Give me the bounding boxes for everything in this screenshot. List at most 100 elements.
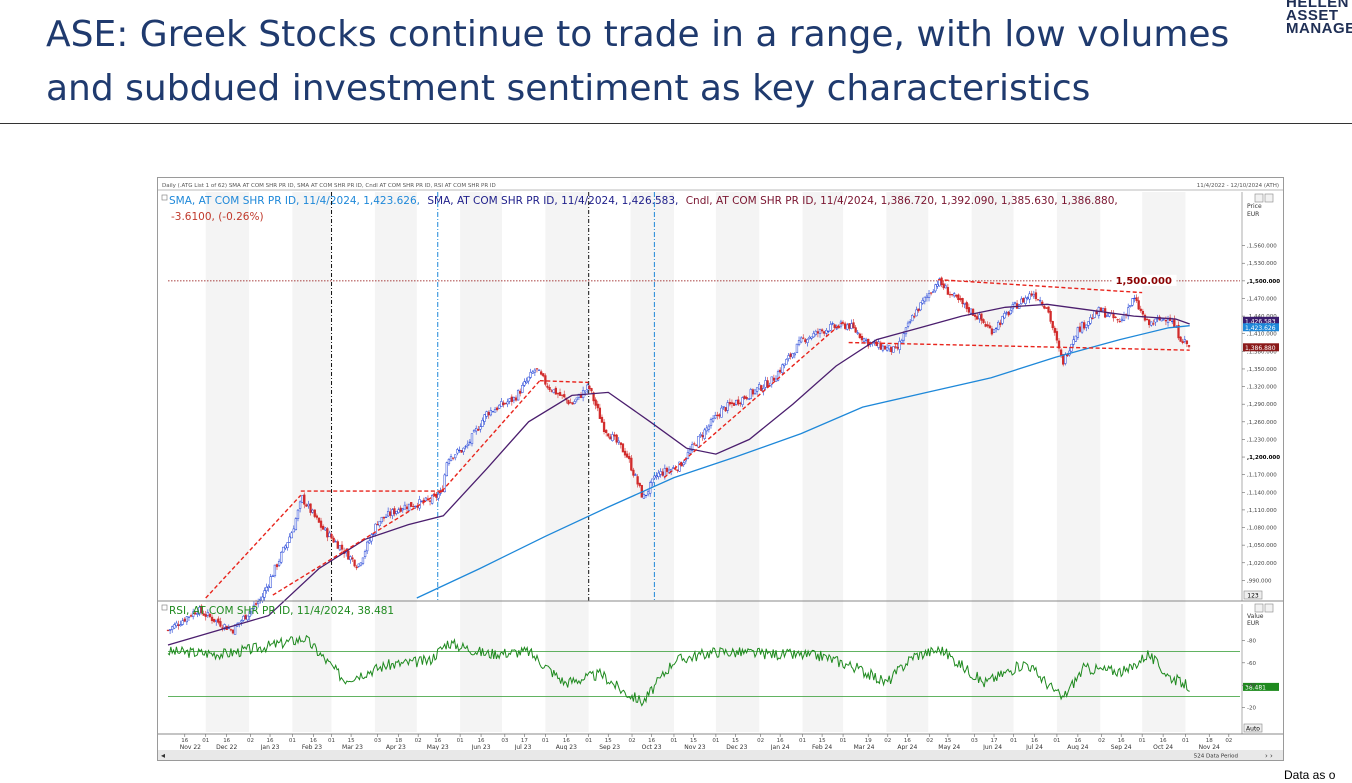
scroll-left-icon[interactable]: ◂ [161,751,165,760]
candle-body [1173,319,1176,328]
price-chart[interactable]: Daily (.ATG List 1 of 62) SMA AT COM SHR… [158,178,1283,760]
candle-body [309,503,312,513]
scale-button-label[interactable]: 123 [1247,593,1259,600]
candle-body [431,495,434,504]
candle-body [248,611,251,617]
x-day-label: 01 [542,738,549,744]
candle-body [550,390,553,392]
auto-button-label[interactable]: Auto [1246,726,1260,733]
x-month-label: Apr 23 [386,744,406,751]
candle-body [808,336,811,339]
x-day-label: 01 [202,738,209,744]
legend-cndl: Cndl, AT COM SHR PR ID, 11/4/2024, 1,386… [686,195,1118,207]
candle-body [395,511,398,514]
candle-body [703,429,706,439]
x-day-label: 15 [944,738,951,744]
candle-body [745,397,748,399]
candle-body [259,598,262,601]
auto-button[interactable] [1243,723,1263,733]
scrollbar[interactable] [158,750,1283,760]
x-day-label: 16 [1031,738,1038,744]
candle-body [1034,292,1038,300]
candle-body [231,629,235,634]
title-divider [0,123,1352,124]
candle-body [971,308,975,316]
candle-body [718,414,721,417]
candle-body [856,332,859,334]
candle-body [888,345,891,350]
candle-body [625,453,629,458]
rsi-legend-toggle-icon[interactable] [161,604,168,611]
month-band [630,192,674,732]
x-month-label: Nov 23 [684,744,705,751]
candle-body [827,330,830,332]
candle-body [401,508,404,511]
sma50-last-tag: 1,426.583 [1245,318,1276,325]
candle-body [516,390,520,401]
candle-body [909,321,912,323]
candle-body [491,411,495,413]
minimize-icon[interactable] [1254,193,1264,203]
candle-body [529,372,532,378]
x-day-label: 15 [690,738,697,744]
candle-body [1143,314,1147,321]
candle-body [242,615,245,621]
scroll-right-icon[interactable]: › › [1265,752,1273,760]
candle-body [294,518,298,530]
candle-body [456,449,459,454]
candle-body [877,341,880,348]
price-tick-label: ,1,080.000 [1247,526,1277,532]
candle-body [351,557,354,560]
candle-body [690,444,694,451]
candle-body [290,532,293,539]
candle-body [791,353,794,358]
candle-body [653,475,656,479]
candle-body [470,433,474,445]
candle-body [313,509,316,517]
rsi-close-icon[interactable] [1264,603,1274,613]
candle-body [732,402,736,406]
candle-body [1003,313,1006,319]
close-icon[interactable] [1264,193,1274,203]
candle-body [973,314,977,317]
candle-body [1026,297,1029,299]
x-day-label: 16 [434,738,441,744]
candle-body [816,331,820,334]
candle-body [558,392,562,396]
candle-body [544,375,547,385]
price-tick-label: ,1,290.000 [1247,402,1277,408]
candle-body [556,393,560,395]
candle-body [946,287,950,295]
candle-body [560,394,564,396]
candle-body [1160,318,1163,322]
legend-toggle-icon[interactable] [161,194,168,201]
candle-body [273,564,277,577]
candle-body [1108,313,1111,317]
candle-body [892,346,895,353]
candle-body [898,341,901,350]
candle-body [795,343,799,354]
candle-body [389,511,392,516]
candle-body [1179,336,1182,342]
candle-body [829,324,832,331]
price-tick-label: ,1,320.000 [1247,385,1277,391]
candle-body [749,389,752,399]
rsi-minimize-icon[interactable] [1254,603,1264,613]
price-tick-label: ,1,170.000 [1247,473,1277,479]
sma200-last-tag-bg [1243,323,1279,332]
x-month-label: Jul 23 [514,744,532,751]
candle-body [699,434,702,436]
candle-body [862,338,866,342]
candle-body [569,402,572,404]
x-day-label: 16 [478,738,485,744]
candle-body [657,472,660,477]
candle-body [487,412,490,416]
candle-body [359,562,363,566]
candle-body [244,614,247,620]
candle-body [363,551,367,558]
candle-body [1047,306,1050,313]
price-tick-label: ,1,350.000 [1247,367,1277,373]
candle-body [594,399,597,406]
periods-label: 524 Data Period [1194,754,1238,760]
scale-button[interactable] [1243,590,1263,600]
